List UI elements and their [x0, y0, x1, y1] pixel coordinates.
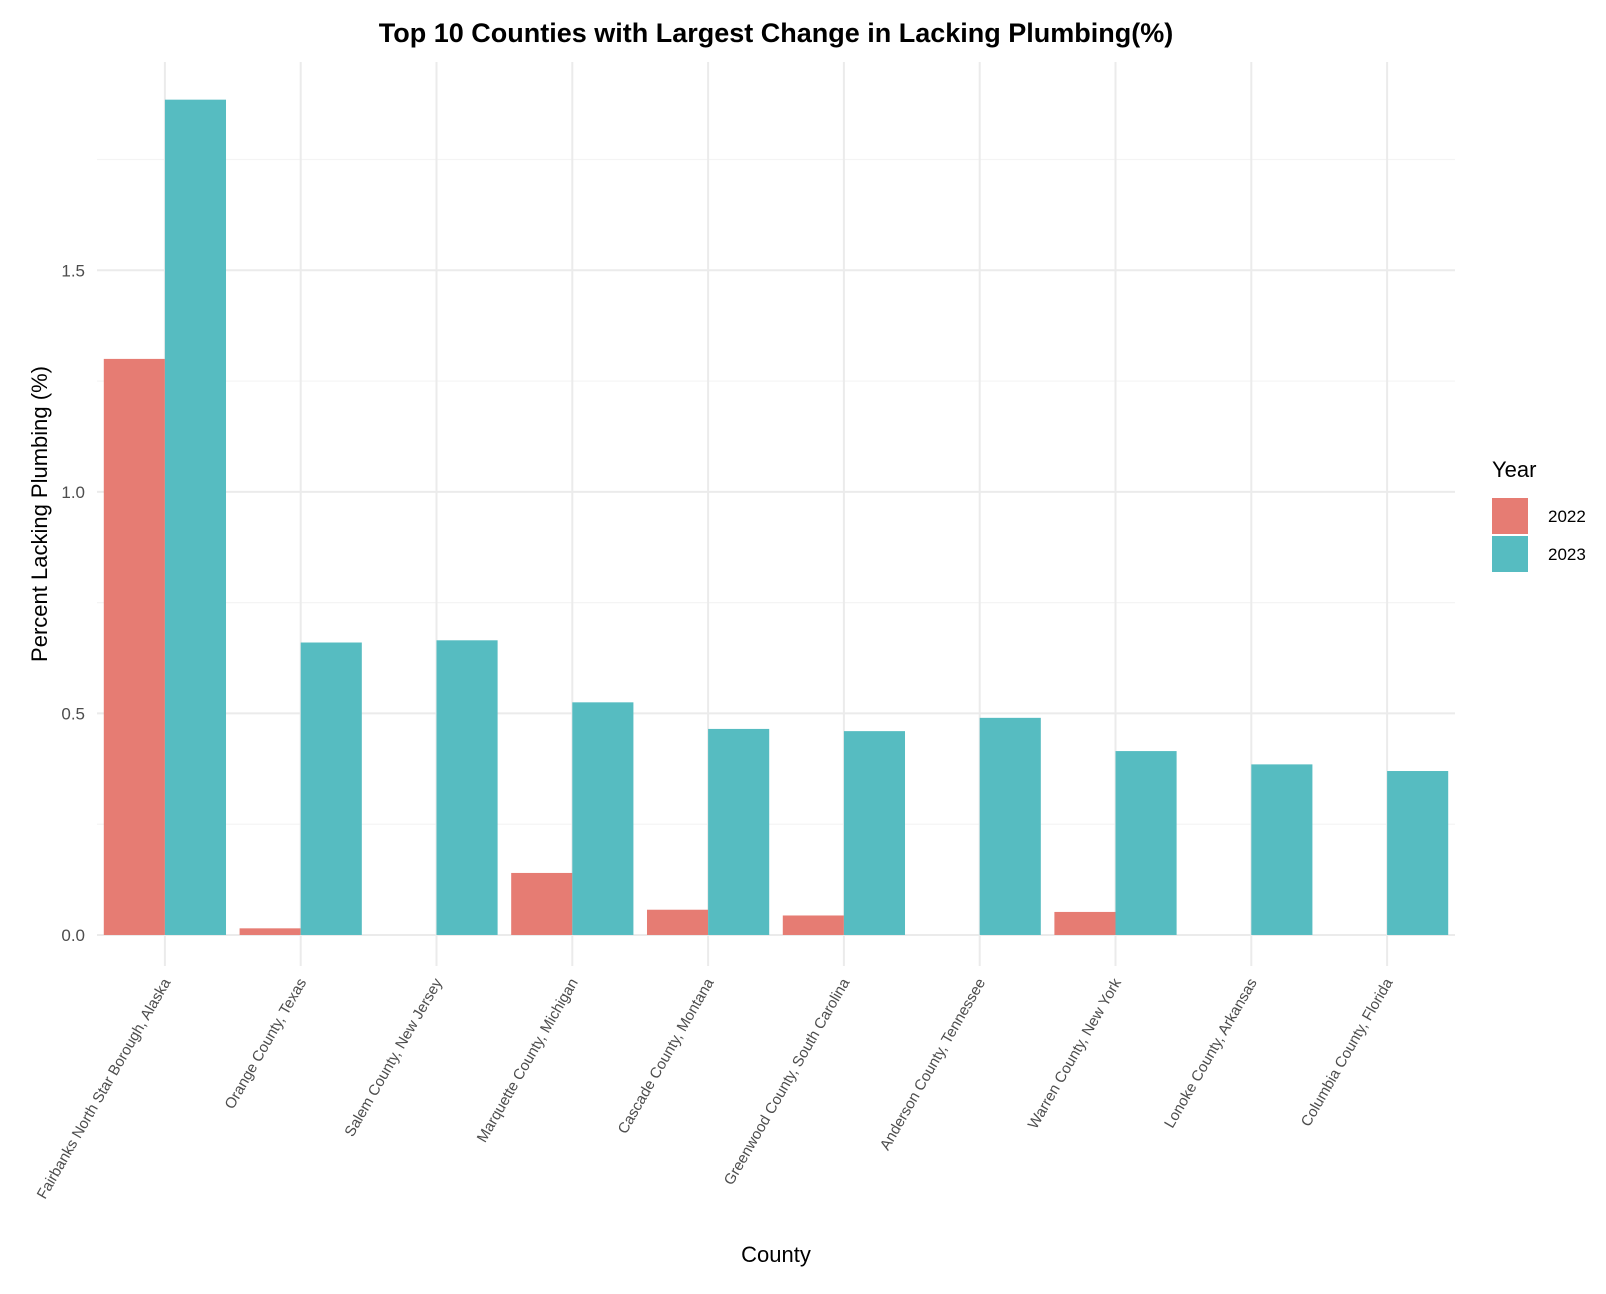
x-tick-label: Fairbanks North Star Borough, Alaska	[34, 975, 175, 1202]
bar-2023-7	[1115, 751, 1177, 935]
x-tick-label: Lonoke County, Arkansas	[1161, 976, 1261, 1132]
bar-2022-1	[239, 928, 301, 935]
chart-title: Top 10 Counties with Largest Change in L…	[379, 18, 1174, 48]
legend-label-2023: 2023	[1548, 545, 1586, 564]
bar-2022-5	[782, 915, 844, 935]
x-axis-ticks: Fairbanks North Star Borough, Alaska Oran…	[34, 975, 1397, 1202]
legend: Year 2022 2023	[1492, 457, 1586, 572]
x-tick-label: Anderson County, Tennessee	[877, 976, 989, 1154]
bar-2023-9	[1387, 771, 1449, 935]
bar-2023-6	[979, 717, 1041, 935]
x-tick-label: Greenwood County, South Carolina	[721, 975, 854, 1188]
bar-2022-3	[511, 872, 573, 935]
legend-title: Year	[1492, 457, 1536, 482]
y-tick-label: 1.0	[61, 483, 85, 502]
x-tick-label: Marquette County, Michigan	[474, 976, 582, 1146]
legend-swatch-2023	[1492, 536, 1528, 572]
y-axis-title: Percent Lacking Plumbing (%)	[27, 366, 52, 662]
legend-swatch-2022	[1492, 498, 1528, 534]
bar-2023-0	[164, 99, 227, 935]
bar-2023-3	[572, 702, 634, 935]
bar-2023-2	[436, 640, 498, 935]
x-axis-title: County	[741, 1242, 811, 1267]
y-tick-label: 0.0	[61, 926, 85, 945]
y-axis-ticks: 0.0 0.5 1.0 1.5	[61, 261, 85, 945]
bar-2022-0	[103, 358, 165, 935]
y-tick-label: 0.5	[61, 704, 85, 723]
bar-2022-4	[646, 909, 709, 935]
x-tick-label: Columbia County, Florida	[1298, 975, 1397, 1130]
bar-2022-7	[1054, 911, 1116, 935]
bar-2023-4	[708, 728, 770, 935]
legend-label-2022: 2022	[1548, 507, 1586, 526]
x-tick-label: Salem County, New Jersey	[341, 975, 446, 1140]
bar-2023-1	[300, 642, 362, 935]
x-tick-label: Warren County, New York	[1025, 975, 1125, 1132]
x-tick-label: Cascade County, Montana	[615, 975, 718, 1137]
bar-2023-8	[1251, 764, 1313, 935]
bars	[103, 99, 1449, 935]
y-tick-label: 1.5	[61, 261, 85, 280]
x-tick-label: Orange County, Texas	[222, 976, 311, 1113]
bar-2023-5	[843, 731, 906, 935]
